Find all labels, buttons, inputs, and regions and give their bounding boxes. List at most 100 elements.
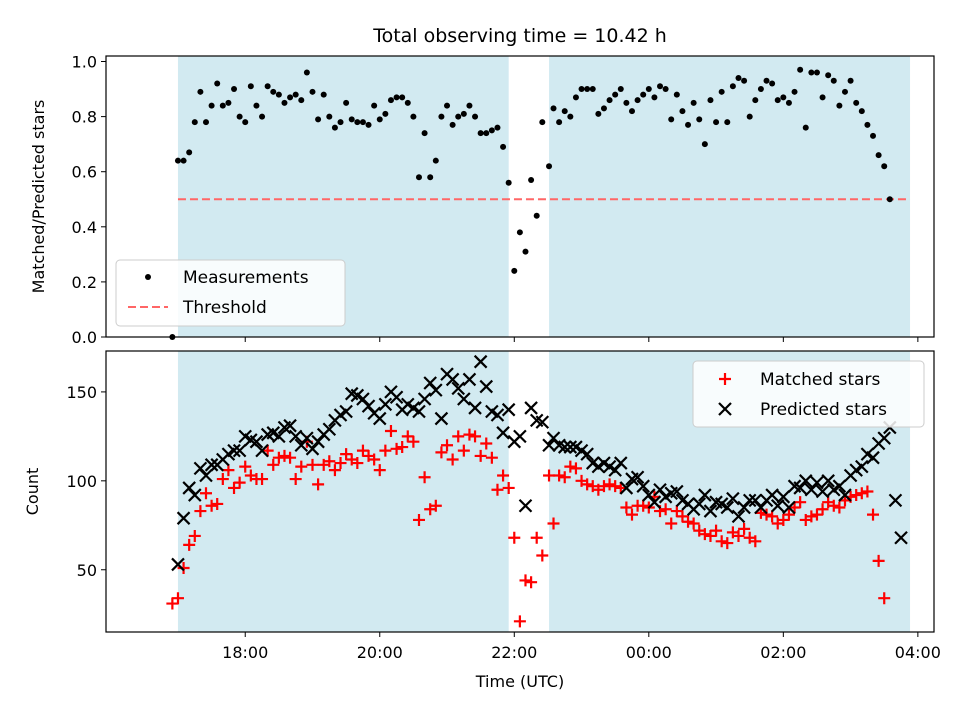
measurement-point (741, 77, 748, 84)
matched-star-point (418, 471, 431, 484)
measurement-point (404, 99, 411, 106)
matched-star-point (256, 473, 269, 486)
predicted-star-point (468, 401, 482, 415)
measurement-point (724, 119, 731, 126)
measurement-point (870, 132, 877, 139)
measurement-point (808, 69, 815, 76)
measurement-point (231, 86, 238, 93)
legend-marker-measurements (145, 274, 151, 280)
measurement-point (718, 88, 725, 95)
y-tick-label: 0.8 (72, 108, 97, 127)
measurement-point (376, 116, 383, 123)
matched-star-point (272, 451, 285, 464)
predicted-star-point (457, 392, 471, 406)
measurement-point (331, 124, 338, 131)
measurement-point (225, 99, 232, 106)
predicted-star-point (821, 474, 835, 488)
y-tick-label: 50 (77, 561, 97, 580)
matched-star-point (794, 496, 807, 509)
matched-star-point (614, 481, 627, 494)
matched-star-point (850, 489, 863, 502)
measurement-point (399, 94, 406, 101)
matched-star-point (334, 457, 347, 470)
measurement-point (774, 97, 781, 104)
measurement-point (219, 102, 226, 109)
measurement-point (797, 66, 804, 73)
predicted-star-point (451, 381, 466, 396)
measurement-point (617, 86, 624, 93)
matched-star-point (446, 453, 459, 466)
matched-star-point (368, 453, 381, 466)
measurement-point (242, 119, 249, 126)
measurement-point (315, 116, 322, 123)
matched-star-point (710, 524, 723, 537)
matched-star-point (457, 444, 470, 457)
matched-star-point (284, 451, 297, 464)
measurement-point (589, 86, 596, 93)
measurement-point (444, 102, 451, 109)
measurement-point (522, 248, 529, 255)
matched-star-point (188, 529, 201, 542)
predicted-star-point (473, 354, 488, 369)
predicted-star-point (636, 479, 650, 493)
matched-star-point (609, 480, 622, 493)
matched-star-point (861, 485, 874, 498)
chart-title: Total observing time = 10.42 h (372, 25, 667, 47)
matched-star-point (525, 576, 538, 589)
matched-star-point (810, 508, 823, 521)
matched-star-point (373, 464, 386, 477)
predicted-star-point (227, 443, 241, 458)
measurement-point (769, 80, 776, 87)
measurement-point (281, 99, 288, 106)
measurement-point (634, 97, 641, 104)
matched-star-point (474, 449, 487, 462)
matched-star-point (211, 497, 224, 510)
measurement-point (275, 91, 282, 98)
measurement-point (657, 83, 664, 90)
predicted-star-point (580, 447, 594, 461)
measurement-point (668, 116, 675, 123)
matched-star-point (502, 481, 515, 494)
matched-star-point (603, 478, 616, 491)
predicted-star-point (322, 422, 337, 437)
measurement-point (359, 119, 366, 126)
matched-star-point (553, 469, 566, 482)
measurement-point (202, 119, 209, 126)
measurement-point (662, 86, 669, 93)
measurement-point (679, 108, 686, 115)
matched-star-point (855, 487, 868, 500)
measurement-point (292, 91, 299, 98)
matched-star-point (536, 549, 549, 562)
matched-star-point (670, 505, 683, 518)
measurement-point (354, 119, 361, 126)
measurement-point (466, 102, 473, 109)
measurement-point (477, 130, 484, 137)
measurement-point (572, 94, 579, 101)
measurement-point (600, 105, 607, 112)
predicted-star-point (412, 404, 426, 419)
matched-star-point (396, 441, 409, 454)
measurement-point (500, 143, 507, 150)
measurement-point (348, 116, 355, 123)
measurement-point (371, 102, 378, 109)
matched-star-point (547, 517, 560, 530)
measurement-point (836, 102, 843, 109)
measurement-point (550, 105, 557, 112)
measurement-point (449, 121, 456, 128)
legend-label: Matched stars (760, 370, 880, 390)
predicted-star-point (479, 379, 494, 394)
legend-label: Threshold (182, 298, 267, 318)
measurement-point (387, 97, 394, 104)
measurement-point (186, 149, 193, 156)
measurement-point (337, 119, 344, 126)
matched-star-point (328, 464, 341, 477)
predicted-star-point (389, 390, 404, 405)
matched-star-point (620, 501, 633, 514)
measurement-point (612, 91, 619, 98)
matched-star-point (194, 505, 207, 518)
legend-box (692, 360, 925, 428)
predicted-star-point (557, 440, 572, 454)
measurement-point (180, 157, 187, 164)
matched-star-point (782, 508, 795, 521)
matched-star-point (569, 462, 582, 475)
